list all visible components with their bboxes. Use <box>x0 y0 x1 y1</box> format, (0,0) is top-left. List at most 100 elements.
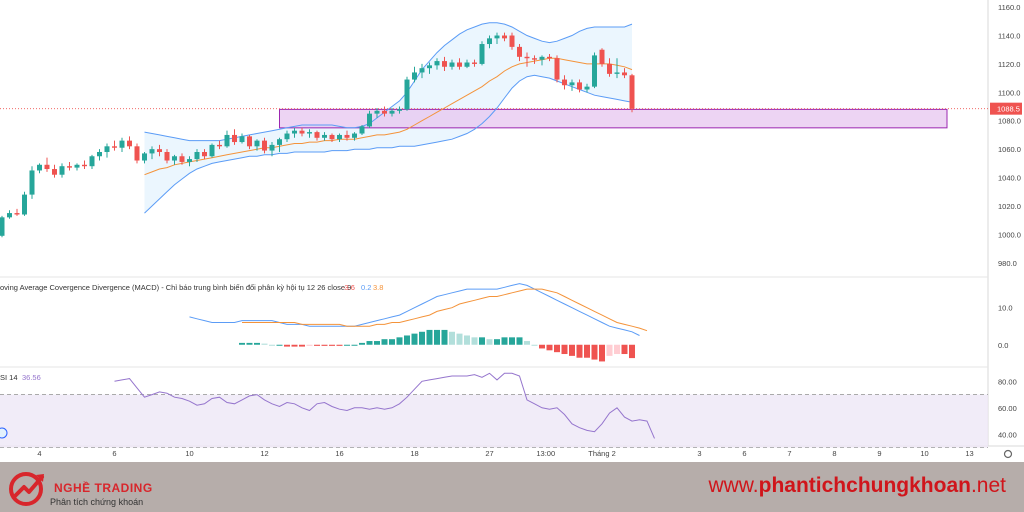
website-prefix: www. <box>708 474 759 497</box>
time-tick-label: 8 <box>832 449 836 458</box>
candle-body <box>419 68 425 73</box>
macd-histogram-bar <box>336 344 343 346</box>
candle-body <box>209 144 215 157</box>
website-link[interactable]: www.phantichchungkhoan.net <box>708 474 1006 498</box>
macd-histogram-bar <box>524 341 530 345</box>
website-main: phantichchungkhoan <box>758 474 971 497</box>
candle-body <box>307 132 312 134</box>
settings-gear-icon[interactable] <box>1003 449 1013 459</box>
trading-chart[interactable]: 1160.01140.01120.01100.01080.01060.01040… <box>0 0 1024 462</box>
candle-body <box>284 133 290 140</box>
time-tick-label: 9 <box>877 449 881 458</box>
macd-histogram-bar <box>516 337 523 345</box>
rsi-tick-label: 40.00 <box>998 430 1017 439</box>
candle-body <box>112 146 117 148</box>
candle-body <box>427 65 432 69</box>
price-tick-label: 1120.0 <box>998 60 1020 69</box>
candle-body <box>314 132 320 138</box>
candle-body <box>322 134 327 138</box>
candle-body <box>269 144 275 151</box>
candle-body <box>397 109 402 111</box>
candle-body <box>472 62 477 64</box>
candle-body <box>67 166 72 168</box>
brand-name: NGHỀ TRADING <box>54 481 153 495</box>
candle-body <box>104 146 110 152</box>
macd-histogram-bar <box>479 337 485 345</box>
macd-histogram-bar <box>606 344 613 356</box>
candle-body <box>592 55 597 87</box>
candle-body <box>239 136 245 143</box>
macd-histogram-bar <box>366 341 373 345</box>
candle-body <box>44 164 50 170</box>
macd-histogram-bar <box>629 344 635 359</box>
candle-body <box>532 58 537 60</box>
candle-body <box>299 130 305 134</box>
time-tick-label: 13:00 <box>536 449 555 458</box>
macd-histogram-bar <box>561 344 568 355</box>
candle-body <box>29 170 35 195</box>
scroll-left-icon[interactable] <box>0 427 8 439</box>
candle-body <box>254 140 260 147</box>
candle-body <box>277 139 282 145</box>
candle-body <box>89 156 95 167</box>
bollinger-lower-line <box>144 74 633 214</box>
time-tick-label: 27 <box>485 449 493 458</box>
macd-histogram-bar <box>261 343 268 345</box>
macd-histogram-bar <box>546 344 553 351</box>
candle-body <box>97 151 102 157</box>
candle-body <box>22 194 27 215</box>
macd-label: oving Average Covergence Divergence (MAC… <box>0 283 351 292</box>
macd-histogram-bar <box>471 337 478 345</box>
last-price-badge <box>990 102 1022 115</box>
macd-histogram-bar <box>426 329 433 345</box>
macd-histogram-bar <box>254 342 260 345</box>
candle-body <box>179 156 185 162</box>
rsi-band <box>0 394 988 448</box>
candle-body <box>449 62 455 67</box>
rsi-label: SI 14 <box>0 373 18 382</box>
macd-line <box>189 283 640 336</box>
candle-body <box>614 72 620 74</box>
time-tick-label: 10 <box>920 449 928 458</box>
time-tick-label: Tháng 2 <box>588 449 616 458</box>
candle-body <box>59 166 65 175</box>
macd-histogram-bar <box>381 339 388 345</box>
candle-body <box>374 110 380 114</box>
candle-body <box>607 63 612 74</box>
macd-histogram-bar <box>456 333 463 345</box>
candle-body <box>554 58 560 80</box>
macd-histogram-bar <box>501 337 508 345</box>
macd-histogram-bar <box>449 331 455 345</box>
candle-body <box>119 140 125 148</box>
support-zone-rectangle <box>279 108 948 129</box>
macd-histogram-bar <box>291 344 298 347</box>
time-tick-label: 13 <box>965 449 973 458</box>
brand-tagline: Phân tích chứng khoán <box>50 497 144 507</box>
candle-body <box>74 164 80 168</box>
time-tick-label: 6 <box>112 449 116 458</box>
candle-body <box>464 62 470 67</box>
price-tick-label: 1160.0 <box>998 3 1020 12</box>
candle-body <box>157 149 162 152</box>
candle-body <box>7 213 12 218</box>
rsi-tick-label: 80.00 <box>998 377 1017 386</box>
macd-histogram-bar <box>569 344 575 356</box>
macd-histogram-bar <box>509 337 515 345</box>
macd-histogram-bar <box>321 344 328 346</box>
candle-body <box>509 35 515 47</box>
macd-value: 3.8 <box>373 283 383 292</box>
nghe-trading-logo-icon <box>9 472 44 506</box>
macd-histogram-bar <box>419 331 425 345</box>
rsi-value: 36.56 <box>22 373 41 382</box>
macd-histogram-bar <box>246 342 253 345</box>
macd-histogram-bar <box>359 342 365 345</box>
macd-histogram-bar <box>441 329 448 345</box>
macd-histogram-bar <box>591 344 598 360</box>
candle-body <box>479 44 485 64</box>
price-tick-label: 1080.0 <box>998 117 1021 126</box>
candle-body <box>457 62 462 67</box>
time-tick-label: 4 <box>37 449 41 458</box>
candle-body <box>404 79 410 110</box>
candle-body <box>187 159 192 162</box>
macd-histogram-bar <box>329 344 335 346</box>
